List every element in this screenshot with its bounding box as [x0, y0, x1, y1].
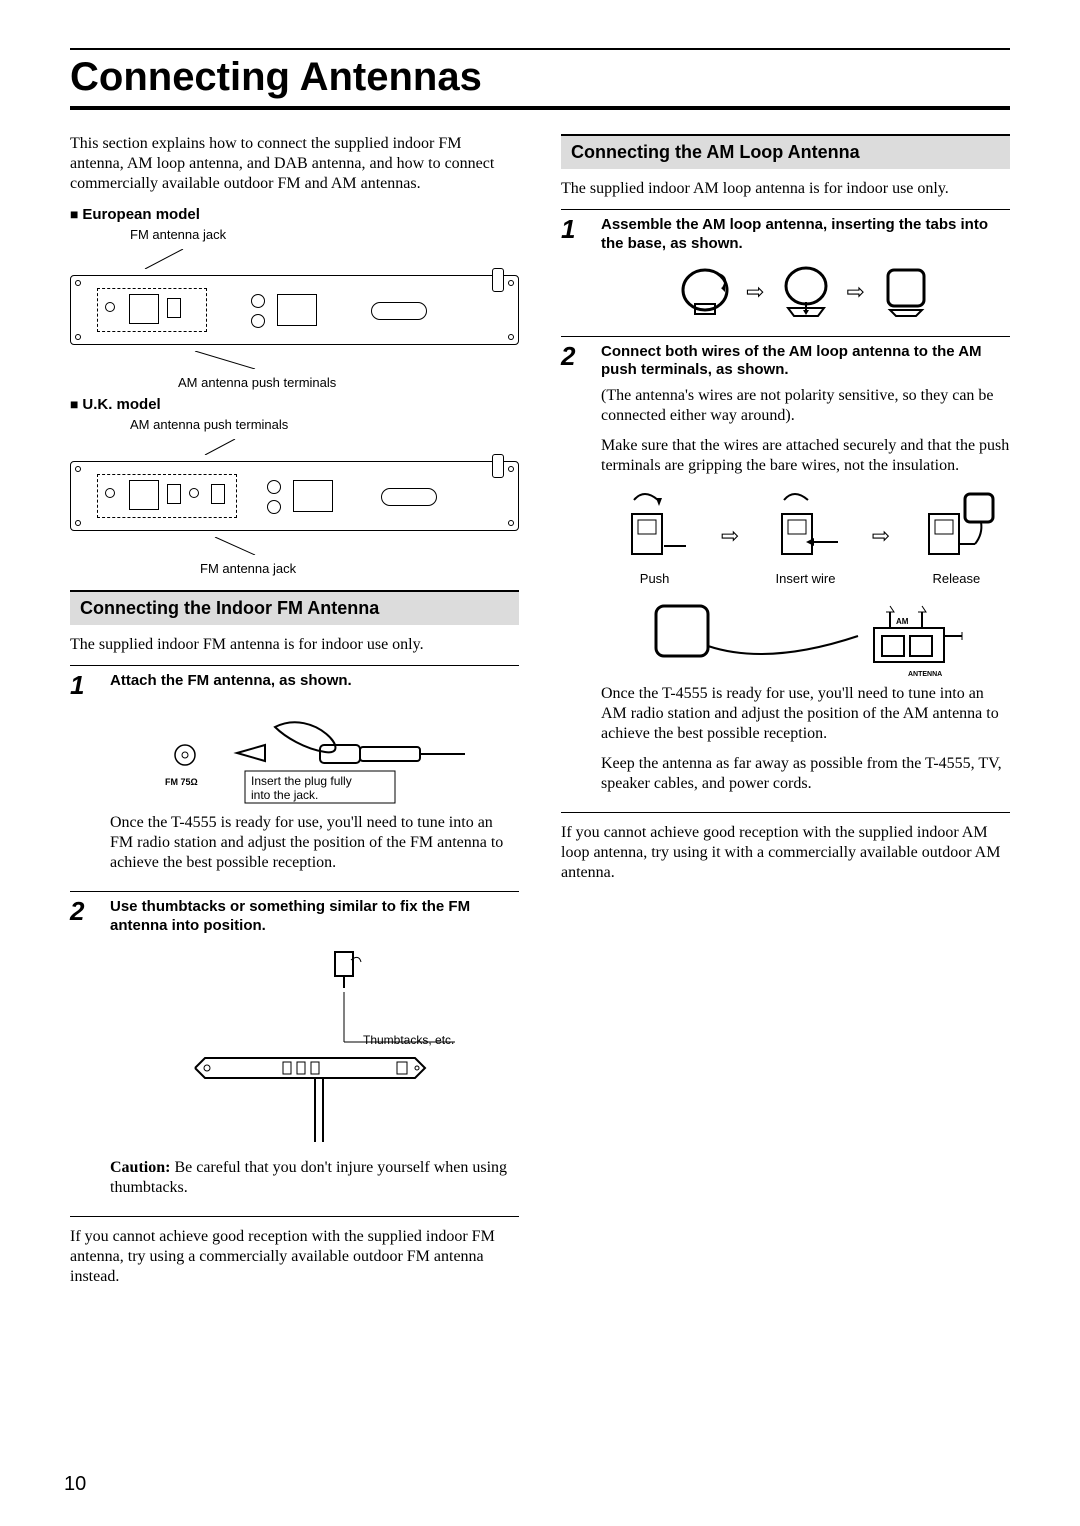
am-step-2-p2: Make sure that the wires are attached se… [601, 436, 1010, 476]
arrow-icon: ⇨ [872, 523, 890, 549]
fm-steps: 1 Attach the FM antenna, as shown. FM 75… [70, 665, 519, 1207]
loop-antenna-insert-icon [775, 264, 837, 320]
arrow-icon: ⇨ [746, 279, 764, 305]
fm-step-2-title: Use thumbtacks or something similar to f… [110, 898, 519, 936]
uk-am-label: AM antenna push terminals [130, 417, 519, 433]
intro-text: This section explains how to connect the… [70, 134, 519, 194]
fm-step-2-caution: Caution: Be careful that you don't injur… [110, 1158, 519, 1198]
column-right: Connecting the AM Loop Antenna The suppl… [561, 134, 1010, 1297]
am-terminal-diagram: Push ⇨ Insert wire [601, 486, 1010, 586]
am-steps: 1 Assemble the AM loop antenna, insertin… [561, 209, 1010, 804]
fm-step-1: 1 Attach the FM antenna, as shown. FM 75… [70, 665, 519, 883]
fm-lead: The supplied indoor FM antenna is for in… [70, 635, 519, 655]
push-terminal-icon [614, 486, 696, 566]
antenna-term-label: ANTENNA [908, 671, 942, 678]
eu-am-label: AM antenna push terminals [178, 375, 519, 391]
uk-rear-panel-diagram [70, 461, 519, 531]
eu-fm-label: FM antenna jack [130, 227, 519, 243]
am-step-2-after2: Keep the antenna as far away as possible… [601, 754, 1010, 794]
fm-plug-note-l2: into the jack. [251, 788, 318, 802]
am-step-2-num: 2 [561, 343, 589, 805]
am-panel-closeup: AM ANTENNA [626, 592, 986, 678]
am-step-2: 2 Connect both wires of the AM loop ante… [561, 336, 1010, 805]
european-model-heading: European model [70, 206, 519, 223]
page-title: Connecting Antennas [70, 53, 1010, 106]
am-outro: If you cannot achieve good reception wit… [561, 823, 1010, 883]
insert-caption: Insert wire [764, 571, 846, 586]
loop-antenna-assembled-icon [875, 264, 937, 320]
fm-jack-label: FM 75Ω [165, 777, 198, 787]
fm-end-rule [70, 1216, 519, 1217]
fm-step-1-after: Once the T-4555 is ready for use, you'll… [110, 813, 519, 873]
caution-text: Be careful that you don't injure yoursel… [110, 1159, 507, 1196]
caution-label: Caution: [110, 1159, 170, 1176]
fm-step-2: 2 Use thumbtacks or something similar to… [70, 891, 519, 1208]
fm-outro: If you cannot achieve good reception wit… [70, 1227, 519, 1287]
uk-lead-line-am [85, 439, 505, 455]
am-step-2-p1: (The antenna's wires are not polarity se… [601, 386, 1010, 426]
thumbtack-label: Thumbtacks, etc. [363, 1033, 454, 1047]
am-term-label: AM [896, 617, 909, 626]
am-end-rule [561, 812, 1010, 813]
uk-lead-line-fm [85, 537, 505, 555]
am-assembly-diagram: ⇨ ⇨ [601, 264, 1010, 320]
am-lead: The supplied indoor AM loop antenna is f… [561, 179, 1010, 199]
column-left: This section explains how to connect the… [70, 134, 519, 1297]
fm-thumbtack-diagram: Thumbtacks, etc. [165, 942, 465, 1152]
am-section-heading: Connecting the AM Loop Antenna [561, 134, 1010, 169]
fm-step-1-num: 1 [70, 672, 98, 883]
fm-plug-note-l1: Insert the plug fully [251, 774, 352, 788]
eu-lead-line-am [85, 351, 505, 369]
eu-lead-line-fm [85, 249, 505, 269]
am-step-1-title: Assemble the AM loop antenna, inserting … [601, 216, 1010, 254]
arrow-icon: ⇨ [721, 523, 739, 549]
uk-fm-label: FM antenna jack [200, 561, 519, 577]
am-step-1: 1 Assemble the AM loop antenna, insertin… [561, 209, 1010, 328]
am-step-2-title: Connect both wires of the AM loop antenn… [601, 343, 1010, 381]
fm-section-heading: Connecting the Indoor FM Antenna [70, 590, 519, 625]
am-step-2-after1: Once the T-4555 is ready for use, you'll… [601, 684, 1010, 744]
title-rule-bottom [70, 106, 1010, 110]
fm-step-1-title: Attach the FM antenna, as shown. [110, 672, 519, 691]
loop-antenna-icon [674, 264, 736, 320]
insert-wire-icon [764, 486, 846, 566]
columns: This section explains how to connect the… [70, 134, 1010, 1297]
eu-rear-panel-diagram [70, 275, 519, 345]
fm-step-2-num: 2 [70, 898, 98, 1208]
page-number: 10 [64, 1473, 86, 1496]
push-caption: Push [614, 571, 696, 586]
fm-plug-diagram: FM 75Ω Insert the plug fully into the ja… [155, 697, 475, 807]
arrow-icon: ⇨ [847, 279, 865, 305]
am-step-1-num: 1 [561, 216, 589, 328]
release-caption: Release [915, 571, 997, 586]
release-terminal-icon [915, 486, 997, 566]
title-rule-top [70, 48, 1010, 50]
uk-model-heading: U.K. model [70, 396, 519, 413]
